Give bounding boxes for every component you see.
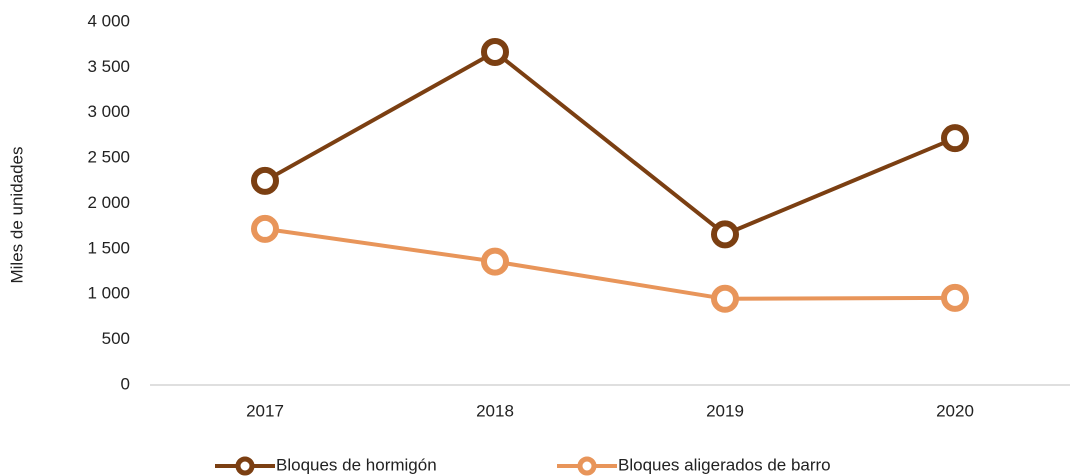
y-tick-label: 3 000 <box>87 102 130 121</box>
y-tick-label: 2 000 <box>87 193 130 212</box>
marker <box>711 284 739 313</box>
x-tick-label: 2018 <box>476 401 514 420</box>
x-tick-label: 2020 <box>936 401 974 420</box>
marker <box>251 214 279 243</box>
series-line <box>264 49 956 237</box>
legend-label: Bloques aligerados de barro <box>618 455 831 474</box>
x-tick-label: 2017 <box>246 401 284 420</box>
series-line <box>264 226 956 301</box>
marker <box>481 247 509 276</box>
legend-label: Bloques de hormigón <box>276 455 437 474</box>
y-tick-label: 500 <box>102 329 130 348</box>
marker <box>481 37 509 66</box>
x-tick-label: 2019 <box>706 401 744 420</box>
y-axis-label: Miles de unidades <box>7 146 26 283</box>
y-tick-label: 3 500 <box>87 57 130 76</box>
marker <box>941 283 969 312</box>
y-tick-label: 0 <box>121 374 130 393</box>
y-tick-label: 4 000 <box>87 11 130 30</box>
marker <box>941 124 969 153</box>
y-tick-label: 1 000 <box>87 284 130 303</box>
marker <box>251 166 279 195</box>
y-tick-label: 1 500 <box>87 238 130 257</box>
legend-marker <box>235 456 255 476</box>
legend-marker <box>577 456 597 476</box>
y-tick-label: 2 500 <box>87 148 130 167</box>
marker <box>711 220 739 249</box>
